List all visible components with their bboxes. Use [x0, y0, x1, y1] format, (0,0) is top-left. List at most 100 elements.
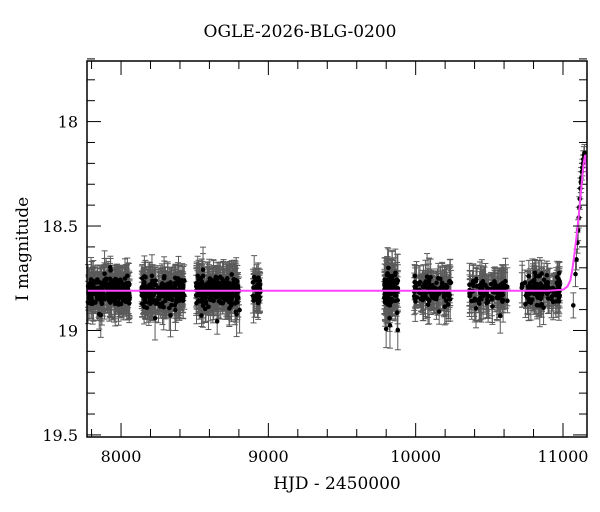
data-point	[148, 294, 154, 300]
data-point	[546, 284, 551, 290]
data-point	[447, 296, 453, 302]
data-point	[426, 298, 432, 304]
data-point	[121, 292, 127, 297]
data-point	[116, 300, 121, 305]
data-point	[549, 294, 555, 299]
data-point	[535, 285, 541, 291]
data-point	[172, 281, 178, 286]
data-point	[164, 294, 169, 299]
data-point	[108, 294, 113, 300]
data-point	[254, 285, 259, 291]
y-tick-label: 19.5	[42, 426, 78, 445]
data-point	[120, 298, 126, 303]
data-point	[423, 280, 428, 286]
data-point	[539, 292, 545, 298]
data-point	[383, 326, 389, 332]
major-ticks	[87, 61, 587, 437]
data-point	[213, 274, 219, 280]
data-point	[255, 291, 261, 296]
data-point	[255, 300, 261, 306]
data-point	[519, 281, 525, 287]
data-point	[469, 298, 475, 304]
data-point	[89, 282, 94, 288]
data-point	[505, 298, 510, 304]
data-point	[430, 295, 435, 301]
data-point	[103, 281, 109, 287]
data-point	[385, 271, 390, 276]
data-point	[526, 273, 532, 279]
data-point	[160, 300, 165, 306]
data-point	[445, 291, 450, 297]
data-point	[255, 275, 261, 281]
data-point	[574, 257, 579, 262]
data-point	[485, 294, 491, 300]
data-point	[168, 313, 173, 318]
data-point	[480, 285, 485, 291]
data-point	[420, 291, 426, 297]
data-point	[228, 303, 234, 308]
data-point	[557, 279, 562, 284]
data-point	[447, 278, 453, 284]
y-tick-label: 18.5	[42, 217, 78, 236]
data-point	[217, 274, 223, 280]
data-point	[412, 285, 418, 290]
data-point	[250, 280, 256, 285]
data-point	[251, 274, 257, 280]
data-point	[385, 294, 391, 299]
data-point	[495, 291, 501, 296]
data-point	[497, 313, 503, 318]
data-point	[426, 278, 432, 283]
data-point	[146, 283, 152, 289]
data-point	[442, 304, 448, 310]
data-point	[235, 295, 241, 301]
data-point	[141, 304, 147, 310]
data-point	[217, 283, 223, 289]
data-point	[485, 298, 491, 304]
data-point	[159, 282, 164, 287]
data-point	[200, 267, 206, 273]
data-point	[180, 298, 186, 303]
x-tick-label: 8000	[101, 447, 142, 466]
data-point	[250, 293, 256, 299]
data-point	[394, 310, 400, 316]
data-point	[143, 274, 148, 280]
data-point	[126, 282, 132, 288]
y-tick-label: 19	[58, 321, 78, 340]
data-point	[387, 315, 392, 321]
data-point	[211, 298, 216, 304]
data-point	[424, 274, 430, 280]
data-point	[421, 296, 426, 301]
error-bars	[85, 144, 588, 351]
data-point	[230, 283, 235, 289]
data-point	[103, 277, 109, 283]
data-point	[412, 273, 418, 279]
data-point	[573, 271, 578, 277]
data-point	[122, 276, 128, 281]
data-point	[158, 304, 163, 309]
data-point	[179, 282, 185, 288]
y-axis-tick-labels: 18 18.5 19 19.5	[42, 113, 78, 445]
data-point	[530, 279, 535, 284]
data-point	[443, 283, 449, 288]
x-axis-label: HJD - 2450000	[273, 474, 401, 494]
data-point	[94, 293, 100, 298]
data-point	[205, 284, 210, 290]
data-point	[206, 279, 212, 284]
data-point	[169, 302, 174, 308]
data-point	[220, 278, 226, 283]
data-point	[395, 327, 401, 333]
data-point	[218, 300, 223, 306]
data-point	[211, 278, 216, 283]
data-point	[443, 298, 449, 303]
data-point	[108, 268, 113, 273]
data-point	[556, 270, 562, 276]
data-point	[205, 291, 210, 296]
data-point	[523, 301, 528, 307]
data-point	[500, 292, 506, 298]
data-point	[120, 283, 125, 289]
data-point	[382, 281, 387, 287]
data-point	[199, 313, 204, 318]
data-point	[492, 279, 497, 284]
data-point	[176, 293, 181, 299]
data-point	[105, 291, 111, 297]
